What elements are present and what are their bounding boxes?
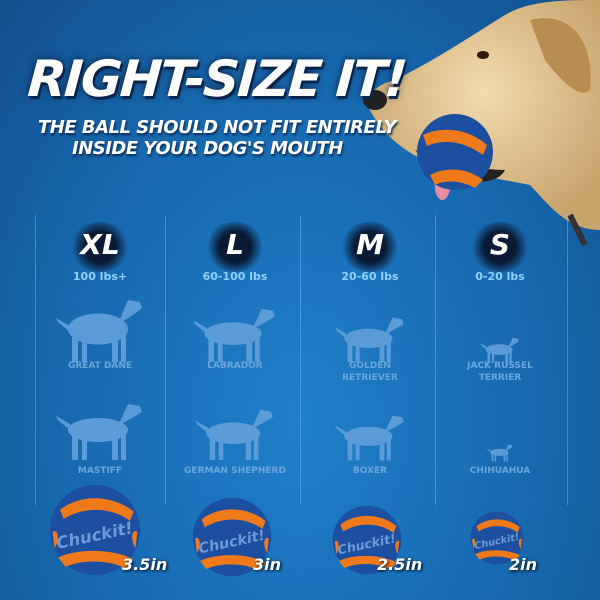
weight-range: 60-100 lbs: [202, 270, 268, 283]
dog-silhouette-icon: [185, 284, 285, 364]
dog-silhouette-icon: [50, 284, 150, 364]
divider: [165, 215, 166, 505]
dog-silhouette-icon: [450, 284, 550, 364]
divider: [300, 215, 301, 505]
dog-silhouette-icon: [185, 382, 285, 462]
breed-name: MASTIFF: [77, 466, 123, 476]
dog-silhouette-icon: [320, 284, 420, 364]
ball-l: Chuckit!: [192, 497, 272, 581]
divider: [435, 215, 436, 505]
divider: [567, 215, 568, 505]
weight-range: 20-60 lbs: [341, 270, 399, 283]
size-column-m: M 20-60 lbs GOLDEN RETRIEVER BOXER: [305, 222, 435, 502]
breed-name: LABRADOR: [207, 361, 263, 371]
weight-range: 0-20 lbs: [475, 270, 525, 283]
dog-silhouette-icon: [450, 382, 550, 462]
size-column-xl: XL 100 lbs+ GREAT DANE MASTIFF: [35, 222, 165, 502]
breed-name: GOLDEN RETRIEVER: [342, 361, 398, 383]
divider: [35, 215, 36, 505]
size-label: L: [205, 222, 265, 272]
ball-s: Chuckit!: [470, 511, 524, 569]
subheadline-line-2: INSIDE YOUR DOG'S MOUTH: [72, 138, 343, 159]
ball-size-label: 3.5in: [122, 555, 168, 574]
breed-name: CHIHUAHUA: [469, 466, 531, 476]
dog-silhouette-icon: [50, 382, 150, 462]
ball-m: Chuckit!: [332, 505, 402, 579]
headline: RIGHT-SIZE IT!: [25, 50, 408, 108]
size-label: S: [470, 222, 530, 272]
ball-size-label: 3in: [253, 555, 282, 574]
size-label: XL: [70, 222, 130, 272]
dog-silhouette-icon: [320, 382, 420, 462]
ball-size-label: 2in: [509, 555, 538, 574]
size-column-s: S 0-20 lbs JACK RUSSEL TERRIER CHIHUAHUA: [435, 222, 565, 502]
breed-name: GREAT DANE: [67, 361, 133, 371]
size-label: M: [340, 222, 400, 272]
breed-name: GERMAN SHEPHERD: [184, 466, 286, 476]
subheadline-line-1: THE BALL SHOULD NOT FIT ENTIRELY: [38, 117, 397, 138]
ball-xl: Chuckit!: [49, 484, 141, 580]
ball-size-label: 2.5in: [377, 555, 423, 574]
dog-with-ball-photo: [363, 0, 600, 247]
breed-name: BOXER: [352, 466, 388, 476]
weight-range: 100 lbs+: [72, 270, 128, 283]
breed-name: JACK RUSSEL TERRIER: [467, 361, 533, 383]
size-column-l: L 60-100 lbs LABRADOR GERMAN SHEPHERD: [170, 222, 300, 502]
